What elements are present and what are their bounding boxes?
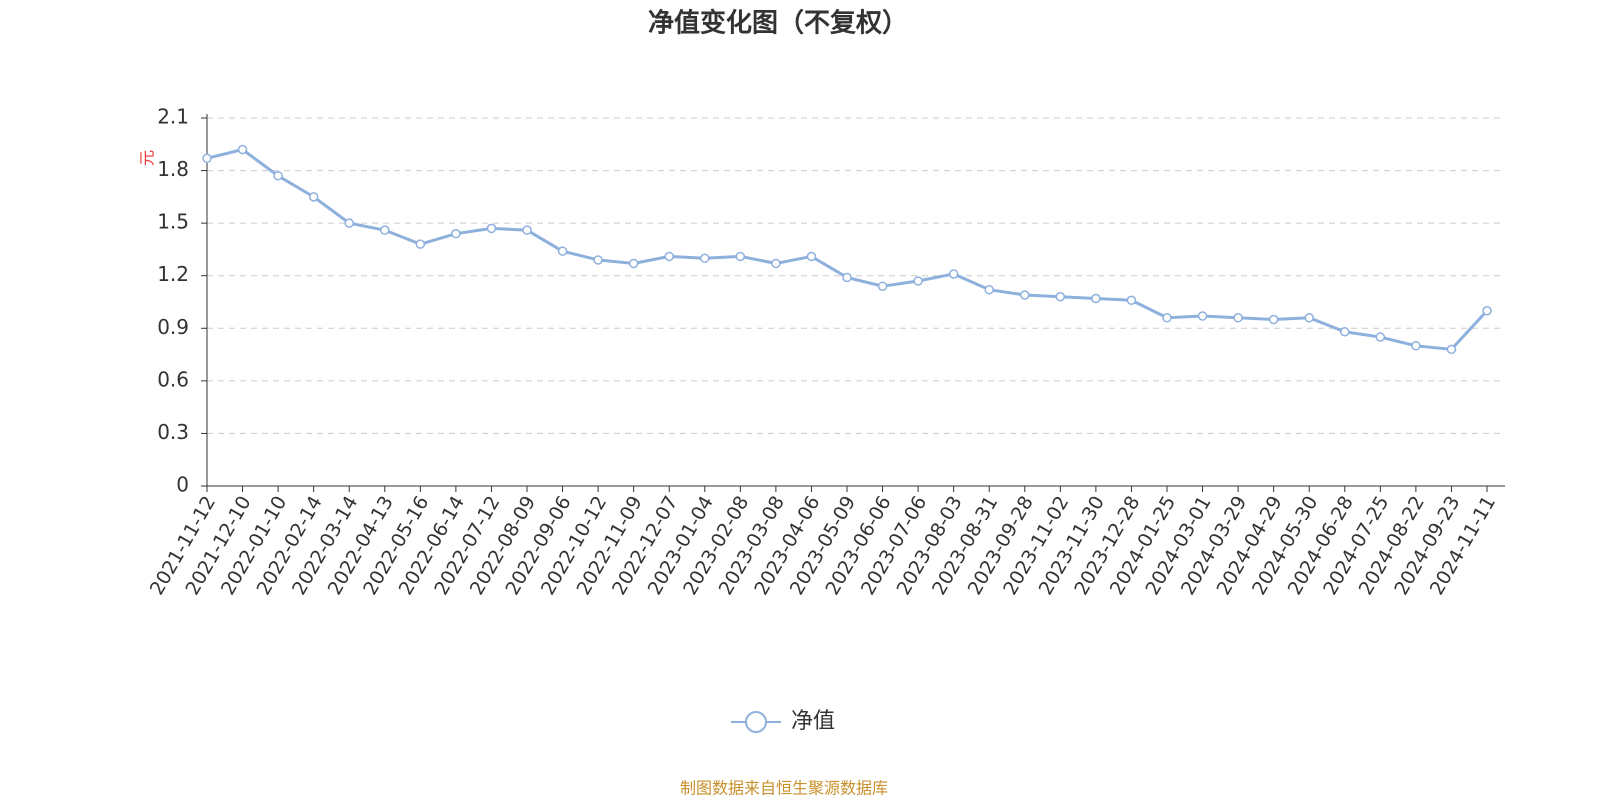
point (1340, 327, 1350, 337)
point (1126, 295, 1137, 305)
point (344, 218, 354, 228)
y-tick-label: 0.3 (157, 420, 189, 444)
point (451, 228, 461, 239)
point (1411, 341, 1421, 351)
y-tick-label: 1.8 (157, 157, 189, 181)
point (913, 276, 923, 286)
point (948, 269, 959, 279)
legend-marker (745, 711, 767, 733)
series-line (206, 147, 1489, 351)
point (771, 258, 781, 269)
y-axis-label: 元 (138, 150, 157, 166)
point (1233, 313, 1243, 323)
point (700, 253, 710, 263)
source-note: 制图数据来自恒生聚源数据库 (680, 779, 888, 798)
point (806, 251, 817, 262)
point (202, 153, 212, 164)
point (628, 258, 639, 269)
y-tick-label: 1.5 (157, 210, 189, 234)
point (1375, 332, 1386, 342)
y-tick-label: 1.2 (157, 262, 189, 286)
point (1268, 314, 1279, 325)
y-tick-label: 0.6 (157, 367, 189, 391)
point (664, 251, 674, 262)
y-tick-label: 0.9 (157, 315, 189, 339)
point (273, 171, 283, 181)
point (522, 225, 532, 235)
point (593, 255, 603, 265)
point (486, 223, 497, 234)
point (735, 251, 746, 262)
point (877, 281, 888, 291)
point (1197, 311, 1208, 321)
y-tick-label: 2.1 (157, 105, 189, 129)
point (557, 246, 568, 256)
point (1482, 306, 1492, 316)
point (380, 225, 390, 235)
point (1091, 293, 1101, 304)
point (1446, 344, 1457, 355)
point (308, 192, 319, 202)
legend-label: 净值 (791, 709, 835, 734)
y-tick-label: 0 (176, 473, 189, 497)
point (842, 272, 852, 283)
point (1020, 290, 1030, 300)
point (1055, 291, 1066, 302)
point (984, 284, 994, 295)
point (237, 144, 248, 155)
point (415, 239, 426, 249)
chart-title: 净值变化图（不复权） (648, 8, 908, 39)
point (1162, 313, 1172, 323)
point (1304, 313, 1314, 323)
